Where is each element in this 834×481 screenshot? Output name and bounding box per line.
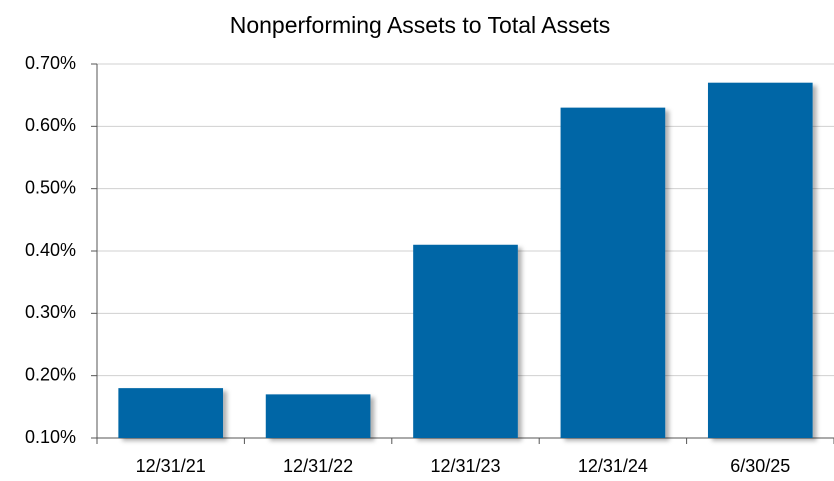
y-tick-label: 0.50% — [25, 177, 76, 197]
bar — [560, 107, 666, 438]
x-tick-label: 12/31/21 — [136, 456, 206, 476]
bar — [118, 388, 224, 438]
x-tick-label: 12/31/22 — [283, 456, 353, 476]
y-tick-label: 0.70% — [25, 53, 76, 73]
y-tick-label: 0.30% — [25, 302, 76, 322]
y-tick-label: 0.10% — [25, 427, 76, 447]
x-tick-label: 12/31/24 — [578, 456, 648, 476]
bar — [707, 82, 813, 438]
chart-title: Nonperforming Assets to Total Assets — [230, 12, 611, 38]
bar — [413, 244, 518, 438]
x-tick-label: 6/30/25 — [730, 456, 790, 476]
bar — [265, 394, 371, 438]
x-tick-label: 12/31/23 — [430, 456, 500, 476]
y-tick-label: 0.40% — [25, 240, 76, 260]
y-tick-label: 0.20% — [25, 364, 76, 384]
y-tick-label: 0.60% — [25, 115, 76, 135]
